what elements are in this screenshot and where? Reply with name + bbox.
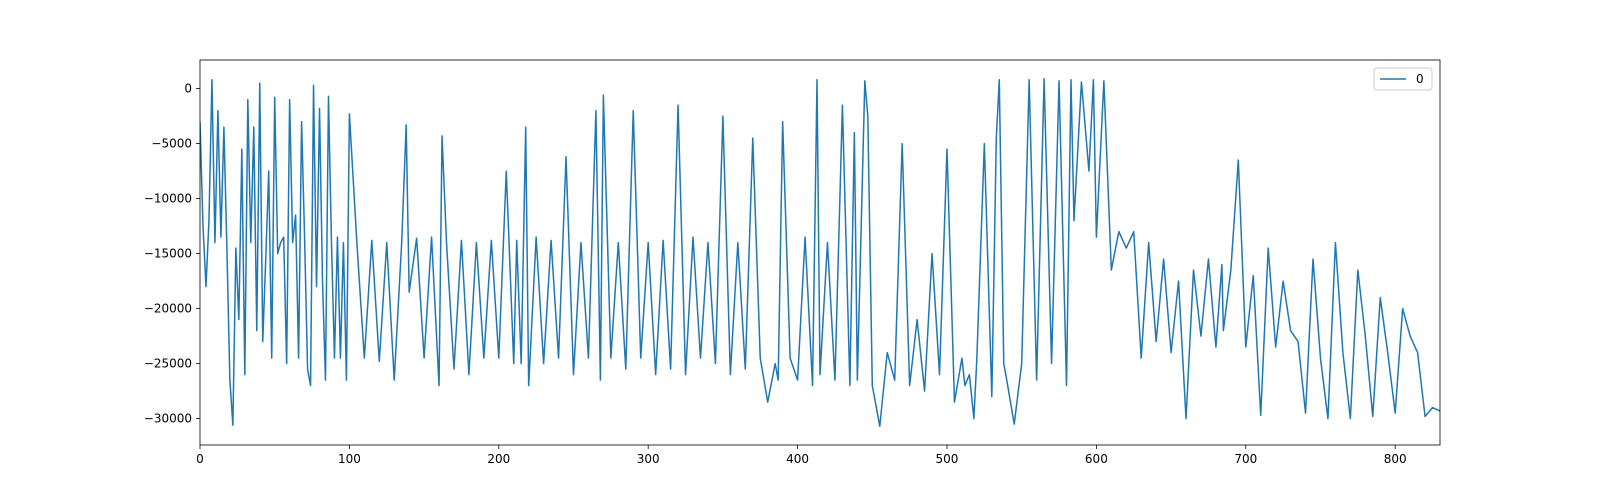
y-tick-label: −5000: [151, 137, 192, 151]
y-tick-label: 0: [184, 82, 192, 96]
series-line-0: [200, 77, 1440, 428]
x-tick-label: 600: [1085, 452, 1108, 466]
x-tick-label: 200: [487, 452, 510, 466]
x-tick-label: 400: [786, 452, 809, 466]
legend: 0: [1373, 67, 1433, 91]
y-tick-label: −15000: [144, 247, 192, 261]
x-tick-label: 0: [196, 452, 204, 466]
x-tick-label: 800: [1384, 452, 1407, 466]
x-tick-label: 700: [1234, 452, 1257, 466]
x-tick-label: 500: [936, 452, 959, 466]
axes: 0 100 200 300 400 500 600 700 800 0 −5000 −10000 −15…: [144, 59, 1441, 466]
plot-area: [200, 77, 1440, 428]
axes-frame: [199, 59, 1441, 446]
x-tick-label: 100: [338, 452, 361, 466]
x-tick-label: 300: [637, 452, 660, 466]
y-tick-label: −25000: [144, 357, 192, 371]
legend-label: 0: [1416, 72, 1424, 86]
y-tick-label: −10000: [144, 192, 192, 206]
y-tick-label: −20000: [144, 302, 192, 316]
y-tick-label: −30000: [144, 412, 192, 426]
